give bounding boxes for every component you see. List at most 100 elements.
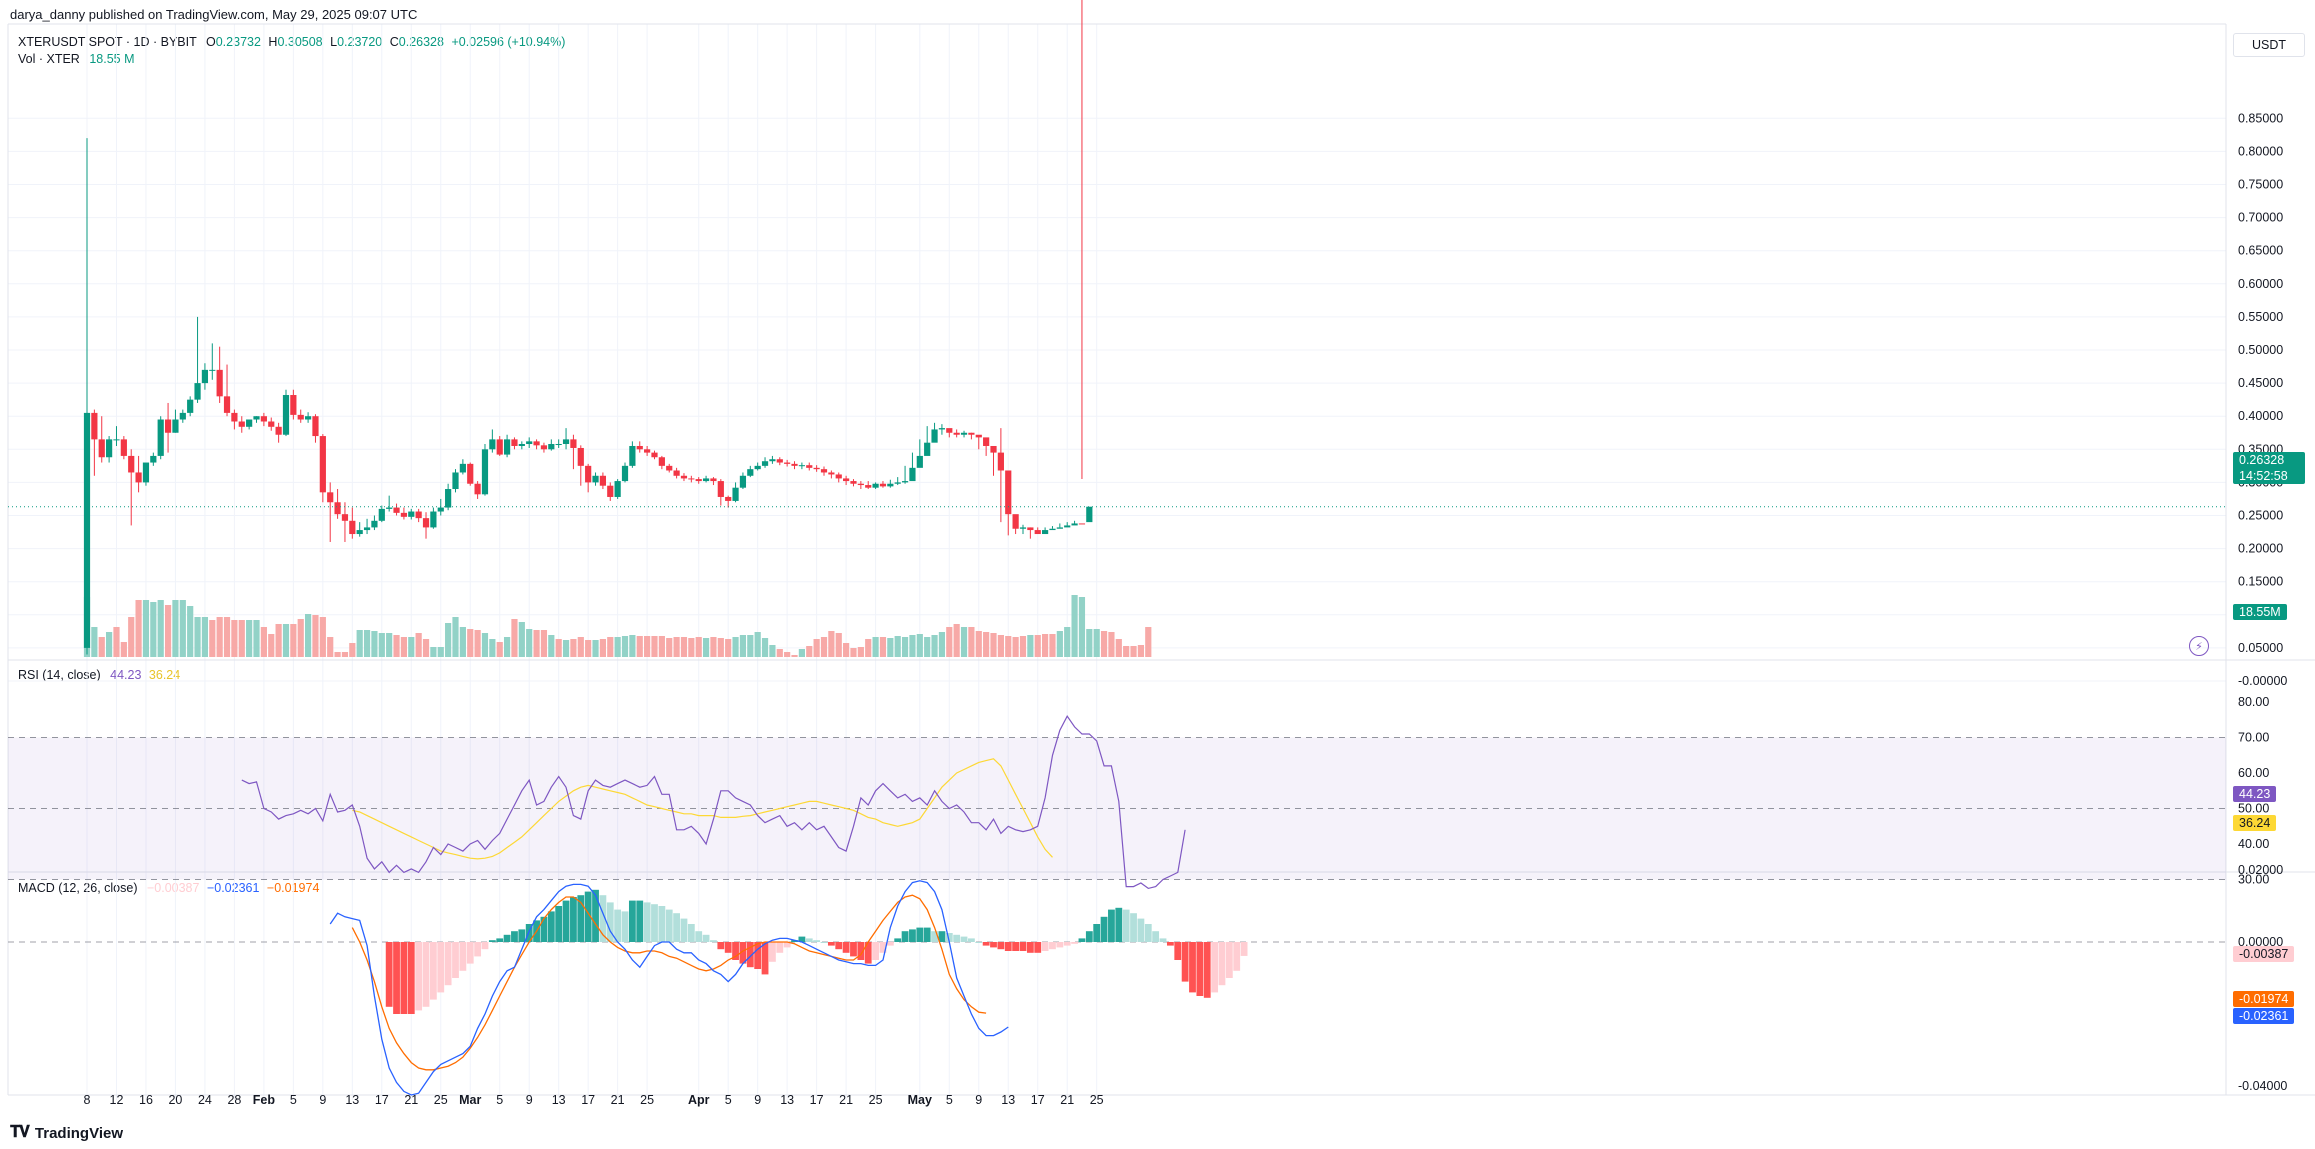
macd-signal-badge: -0.01974 <box>2233 991 2295 1007</box>
symbol-label[interactable]: XTERUSDT SPOT · 1D · BYBIT <box>18 35 197 49</box>
volume-bar <box>1049 634 1056 657</box>
candle-body <box>349 520 356 535</box>
macd-label[interactable]: MACD (12, 26, close) <box>18 881 138 895</box>
candle-body <box>526 441 533 445</box>
currency-selector[interactable]: USDT <box>2233 33 2305 57</box>
candle-body <box>658 457 665 466</box>
volume-bar <box>828 631 835 657</box>
candle-body <box>997 452 1004 471</box>
macd-histogram-bar <box>857 942 865 960</box>
volume-bar <box>540 630 548 657</box>
macd-histogram-bar <box>651 904 658 942</box>
volume-bar <box>334 652 341 657</box>
time-tick-label: Apr <box>688 1093 710 1107</box>
macd-histogram-bar <box>1233 942 1241 971</box>
volume-bar <box>1130 646 1137 657</box>
candle-body <box>437 507 444 512</box>
volume-bar <box>990 633 997 657</box>
time-tick-label: 25 <box>640 1093 654 1107</box>
macd-histogram-bar <box>503 934 511 942</box>
candle-body <box>1005 470 1012 515</box>
macd-histogram-bar <box>901 931 909 942</box>
candle-body <box>739 475 747 488</box>
candle-body <box>275 426 282 435</box>
candle-body <box>798 465 805 467</box>
price-tick-label: 0.55000 <box>2238 310 2283 324</box>
rsi-ma-value: 36.24 <box>148 668 181 682</box>
candle-body <box>953 432 960 435</box>
volume-bar <box>607 637 614 657</box>
volume-bar <box>1086 629 1093 657</box>
candle-body <box>636 445 643 450</box>
volume-bar <box>260 627 267 657</box>
volume-bar <box>1115 639 1122 657</box>
macd-histogram-bar <box>592 889 599 942</box>
main-legend: XTERUSDT SPOT · 1D · BYBIT O0.23732 H0.3… <box>18 35 565 49</box>
volume-bar <box>732 637 739 657</box>
macd-histogram-bar <box>1108 909 1115 942</box>
volume-bar <box>209 620 216 657</box>
macd-histogram-bar <box>710 940 717 942</box>
volume-bar <box>194 617 201 657</box>
volume-bar <box>430 647 437 657</box>
macd-histogram-bar <box>1063 942 1071 946</box>
time-tick-label: 24 <box>198 1093 212 1107</box>
volume-bar <box>629 635 636 657</box>
lightning-icon[interactable]: ⚡ <box>2189 636 2209 656</box>
candle-body <box>562 439 570 445</box>
candle-body <box>430 511 437 528</box>
volume-bar <box>1064 627 1071 657</box>
macd-histogram-bar <box>982 942 990 946</box>
volume-label[interactable]: Vol · XTER <box>18 52 80 66</box>
volume-bar <box>695 637 702 657</box>
candle-body <box>489 439 496 450</box>
time-tick-label: 16 <box>139 1093 153 1107</box>
candle-body <box>341 514 349 521</box>
price-tick-label: 0.75000 <box>2238 178 2283 192</box>
macd-histogram-bar <box>621 911 629 942</box>
price-tick-label: 0.60000 <box>2238 277 2283 291</box>
low-key: L <box>330 35 338 49</box>
macd-histogram-bar <box>1041 942 1049 951</box>
candle-body <box>946 428 953 433</box>
volume-bar <box>371 631 378 657</box>
macd-histogram-bar <box>1115 907 1123 942</box>
price-tick-label: 0.80000 <box>2238 144 2283 158</box>
candle-body <box>1064 525 1071 528</box>
volume-bar <box>776 649 783 657</box>
volume-bar <box>1012 637 1019 657</box>
candle-body <box>865 485 872 488</box>
volume-bar <box>437 647 444 657</box>
macd-histogram-bar <box>540 916 548 942</box>
volume-badge: 18.55M <box>2233 604 2287 620</box>
high-key: H <box>268 35 278 49</box>
volume-bar <box>784 652 791 657</box>
volume-bar <box>452 617 459 657</box>
volume-bar <box>599 639 606 657</box>
volume-bar <box>872 637 879 657</box>
macd-histogram-bar <box>746 942 754 968</box>
candle-body <box>776 459 783 463</box>
candle-body <box>142 462 150 483</box>
volume-bar <box>688 638 695 657</box>
price-tick-label: 0.15000 <box>2238 575 2283 589</box>
volume-bar <box>931 635 938 657</box>
volume-bar <box>408 637 415 657</box>
tradingview-brand[interactable]: 𝐓𝐕 TradingView <box>10 1124 123 1142</box>
candle-body <box>784 462 791 464</box>
time-tick-label: 17 <box>810 1093 824 1107</box>
macd-histogram-bar <box>1196 942 1204 996</box>
rsi-label[interactable]: RSI (14, close) <box>18 668 101 682</box>
time-tick-label: 9 <box>975 1093 982 1107</box>
macd-histogram-bar <box>931 931 938 942</box>
macd-histogram-bar <box>813 940 821 942</box>
price-tick-label: 0.05000 <box>2238 641 2283 655</box>
volume-bar <box>223 617 231 657</box>
price-tick-label: 0.50000 <box>2238 343 2283 357</box>
tradingview-logo-icon: 𝐓𝐕 <box>10 1124 30 1141</box>
candle-body <box>172 419 179 433</box>
macd-histogram-bar <box>444 942 452 986</box>
volume-bar <box>555 639 562 657</box>
macd-histogram-bar <box>975 942 983 943</box>
